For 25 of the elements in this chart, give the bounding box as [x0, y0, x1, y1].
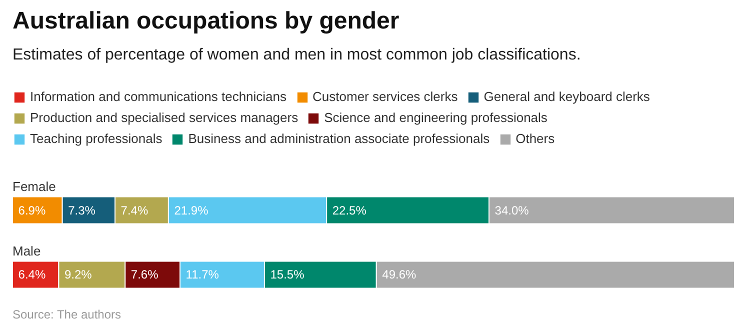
data-label: 15.5% — [270, 268, 305, 282]
data-label: 49.6% — [382, 268, 417, 282]
data-label: 22.5% — [332, 203, 367, 218]
legend-label: Customer services clerks — [312, 89, 458, 104]
y-tick-label: Female — [12, 179, 56, 194]
data-label: 6.9% — [18, 203, 46, 218]
data-label: 34.0% — [494, 203, 530, 218]
legend-label: Teaching professionals — [30, 131, 162, 146]
source-note: Source: The authors — [12, 308, 122, 322]
legend-label: Business and administration associate professionals — [188, 131, 490, 146]
legend-label: General and keyboard clerks — [484, 89, 650, 104]
legend-label: Information and communications technicians — [30, 89, 287, 104]
data-label: 11.7% — [186, 268, 220, 282]
data-label: 7.4% — [120, 203, 148, 218]
legend-label: Others — [516, 131, 555, 146]
data-label: 21.9% — [174, 203, 209, 218]
legend-label: Science and engineering professionals — [324, 110, 548, 125]
y-tick-label: Male — [12, 244, 41, 259]
legend-label: Production and specialised services managers — [30, 110, 298, 125]
chart-title: Australian occupations by gender — [12, 8, 400, 34]
data-label: 6.4% — [18, 268, 46, 282]
chart-subtitle: Estimates of percentage of women and men in most common job classifications. — [12, 46, 581, 64]
data-label: 9.2% — [64, 268, 92, 282]
data-label: 7.3% — [68, 203, 96, 218]
data-label: 7.6% — [130, 268, 159, 282]
